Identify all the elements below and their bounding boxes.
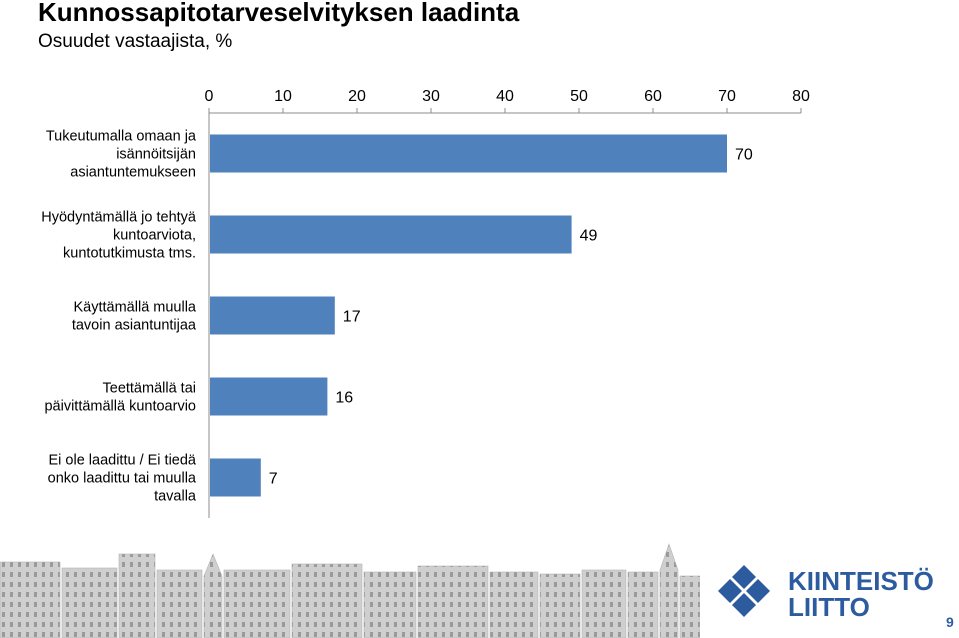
x-tick-label: 50: [570, 88, 588, 105]
category-label: Käyttämällä muulla tavoin asiantuntijaa: [72, 300, 197, 334]
category-label-line: isännöitsijän: [116, 147, 196, 163]
x-tick-label: 80: [792, 88, 810, 105]
category-label-line: Teettämällä tai: [103, 381, 197, 397]
x-tick-label: 0: [205, 88, 214, 105]
bar: [210, 296, 335, 335]
category-label-line: Hyödyntämällä jo tehtyä: [41, 210, 197, 226]
data-labels: 70 49 17 16 7: [269, 147, 753, 488]
data-label: 70: [735, 147, 753, 164]
bar: [210, 377, 328, 416]
category-label-line: tavalla: [154, 489, 197, 505]
x-tick-label: 10: [274, 88, 292, 105]
x-tick-label: 40: [496, 88, 514, 105]
category-label-line: Tukeutumalla omaan ja: [46, 129, 197, 145]
bar: [210, 215, 572, 254]
chart-subtitle: Osuudet vastaajista, %: [38, 31, 233, 52]
category-label-line: tavoin asiantuntijaa: [72, 318, 197, 334]
x-tick-label: 70: [718, 88, 736, 105]
category-label-line: Ei ole laadittu / Ei tiedä: [48, 453, 196, 469]
data-label: 7: [269, 471, 278, 488]
logo-text-line2: LIITTO: [788, 592, 870, 622]
bar: [210, 134, 727, 173]
category-label-line: päivittämällä kuntoarvio: [44, 399, 196, 415]
category-label-line: asiantuntemukseen: [70, 165, 196, 181]
x-tick-label: 60: [644, 88, 662, 105]
category-label: Hyödyntämällä jo tehtyä kuntoarviota, kunt…: [41, 210, 197, 262]
logo-mark-icon: [718, 565, 770, 617]
bar-chart: 0 10 20 30 40 50 60 70 80 Tukeutumalla omaan ja i…: [41, 88, 810, 518]
category-label: Ei ole laadittu / Ei tiedä onko laadittu …: [48, 453, 197, 505]
x-tick-labels: 0 10 20 30 40 50 60 70 80: [205, 88, 810, 113]
category-label-line: onko laadittu tai muulla: [48, 471, 197, 487]
x-tick-label: 20: [348, 88, 366, 105]
logo-text-line1: KIINTEISTÖ: [788, 566, 934, 596]
data-label: 17: [343, 309, 361, 326]
kiinteistoliitto-logo: KIINTEISTÖ LIITTO: [718, 565, 934, 622]
category-label: Tukeutumalla omaan ja isännöitsijän asiant…: [46, 129, 197, 181]
bar: [210, 458, 261, 497]
category-label-line: kuntoarviota,: [113, 228, 196, 244]
x-tick-label: 30: [422, 88, 440, 105]
category-label-line: kuntotutkimusta tms.: [63, 246, 196, 262]
city-skyline-image: [0, 543, 700, 638]
data-label: 16: [335, 390, 353, 407]
category-labels: Tukeutumalla omaan ja isännöitsijän asiant…: [41, 129, 197, 505]
category-label: Teettämällä tai päivittämällä kuntoarvio: [44, 381, 196, 415]
category-label-line: Käyttämällä muulla: [74, 300, 197, 316]
page-number: 9: [946, 614, 954, 630]
chart-title: Kunnossapitotarveselvityksen laadinta: [38, 0, 520, 27]
chart-bars: [210, 134, 727, 497]
data-label: 49: [580, 228, 598, 245]
